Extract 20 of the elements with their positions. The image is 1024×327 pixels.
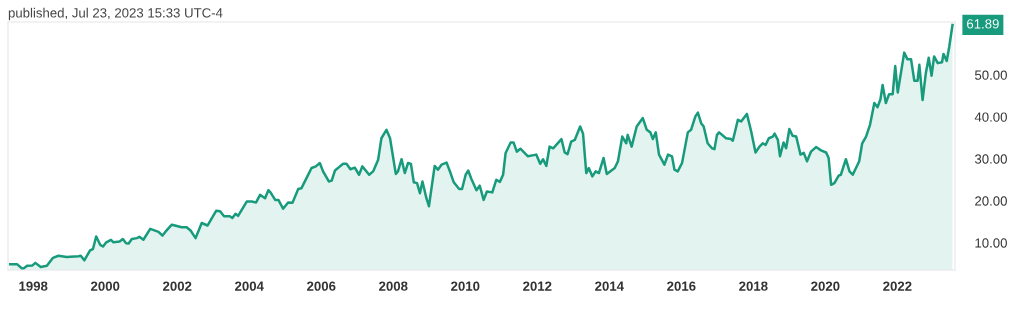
y-tick-label: 50.00	[974, 70, 1007, 80]
x-tick-label: 2010	[451, 281, 480, 291]
y-tick-label: 30.00	[974, 154, 1007, 164]
x-tick-label: 2018	[739, 281, 768, 291]
y-tick-label: 10.00	[975, 238, 1007, 248]
x-tick-label: 2016	[667, 281, 696, 291]
x-tick-label: 2000	[91, 281, 120, 291]
annotation: 61.89	[967, 19, 999, 29]
x-tick-label: 2008	[379, 281, 408, 291]
x-tick-label: 2014	[595, 281, 624, 291]
x-tick-label: 2004	[235, 281, 264, 291]
x-tick-label: 2022	[883, 281, 912, 291]
x-tick-label: 2020	[811, 281, 840, 291]
y-tick-label: 20.00	[975, 196, 1007, 206]
x-tick-label: 1998	[19, 281, 48, 291]
x-tick-label: 2002	[163, 281, 192, 291]
text: published, Jul 23, 2023 15:33 UTC-4	[8, 7, 223, 21]
y-tick-label: 40.00	[974, 112, 1007, 122]
x-tick-label: 2012	[523, 281, 552, 291]
x-tick-label: 2006	[307, 281, 336, 291]
